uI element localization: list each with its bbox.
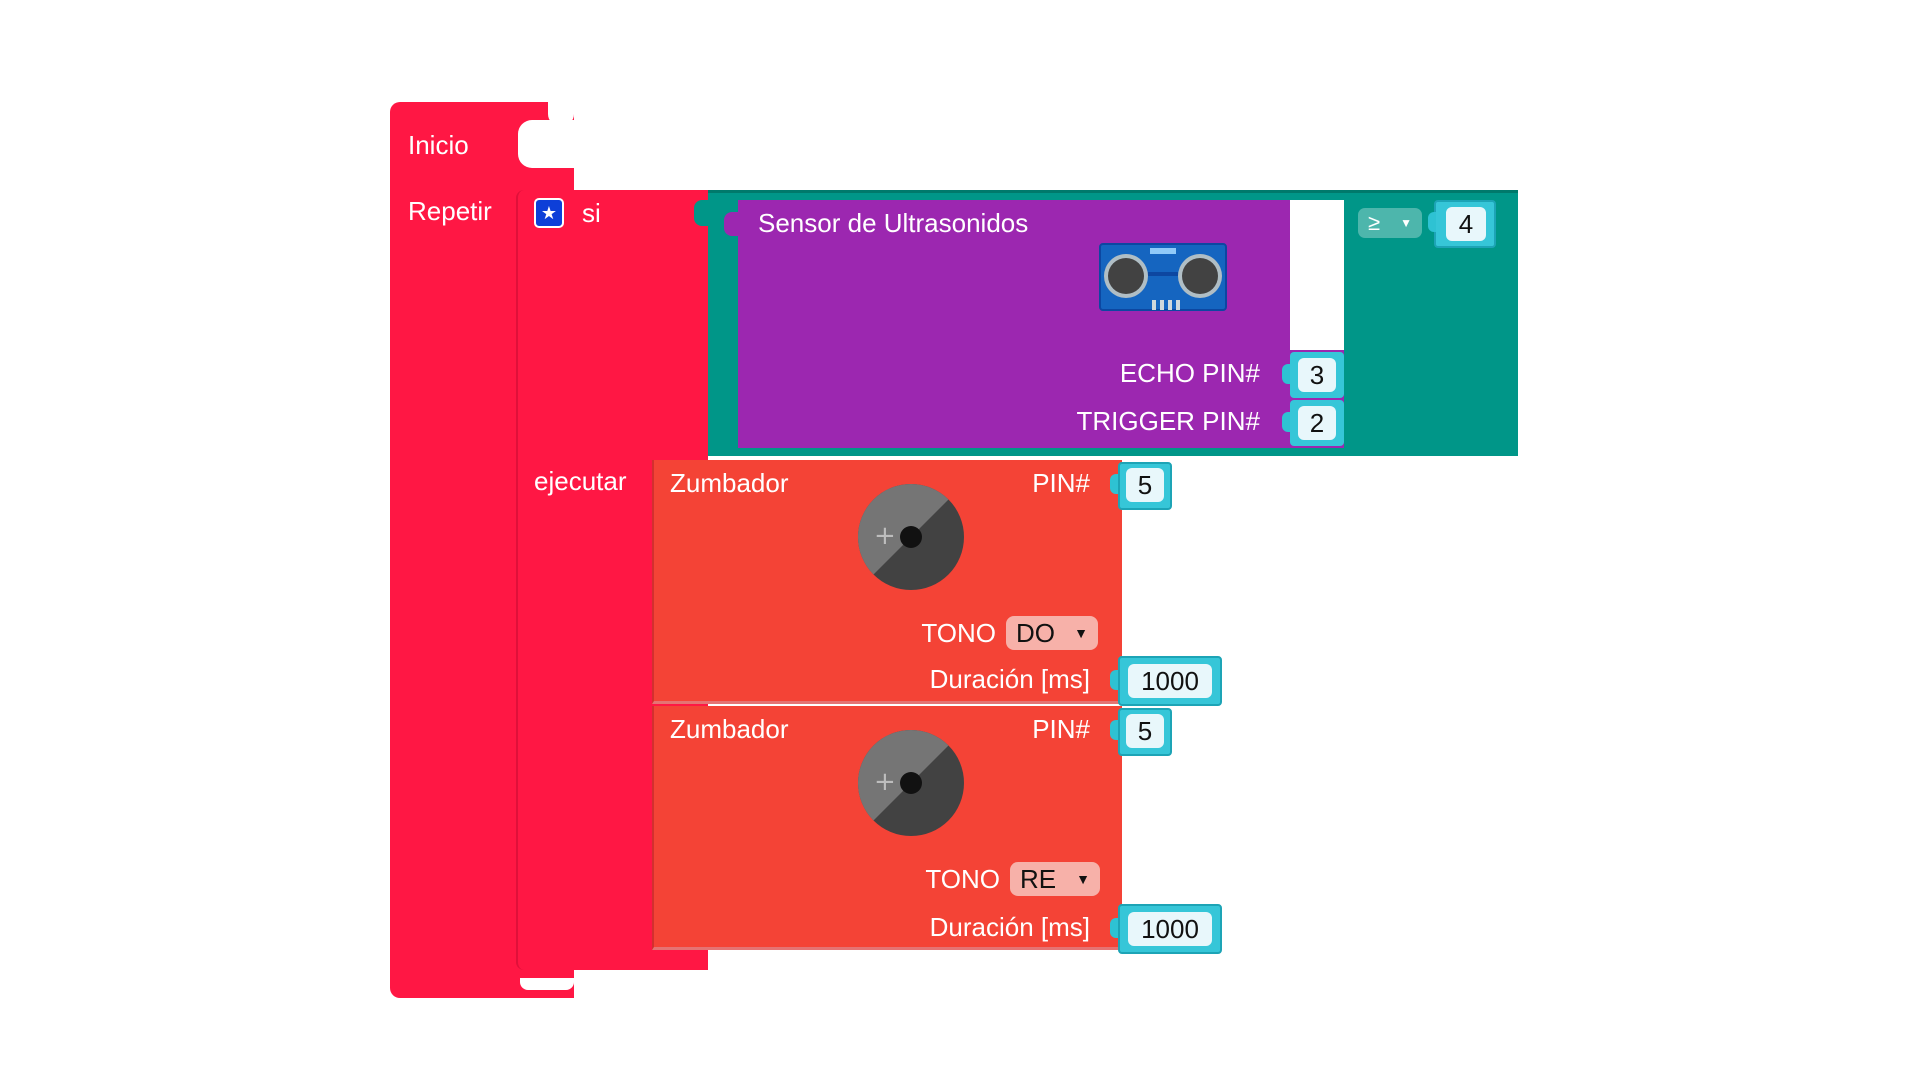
compare-block-left-notch: [694, 200, 708, 226]
buzzer-title: Zumbador: [670, 468, 789, 498]
compare-operator-value: ≥: [1368, 210, 1381, 235]
buzzer-duration-label: Duración [ms]: [929, 912, 1090, 942]
ejecutar-label: ejecutar: [534, 466, 627, 496]
buzzer-duration-input[interactable]: 1000: [1128, 664, 1212, 698]
ultrasonic-sensor-icon: [1099, 243, 1227, 311]
buzzer-tone-label: TONO: [925, 864, 1000, 894]
settings-star-icon[interactable]: ★: [534, 198, 564, 228]
buzzer-duration-notch: [1110, 670, 1118, 690]
do-section-bottom-tab: [676, 950, 708, 958]
buzzer-icon: +: [857, 483, 964, 590]
ultrasonic-sensor-block[interactable]: [738, 200, 1290, 448]
si-label: si: [582, 198, 601, 228]
trigger-pin-input[interactable]: 2: [1298, 406, 1336, 440]
echo-pin-notch: [1282, 364, 1290, 384]
inicio-label: Inicio: [408, 130, 469, 160]
buzzer-title: Zumbador: [670, 714, 789, 744]
chevron-down-icon: ▼: [1074, 625, 1088, 641]
buzzer-pin-label: PIN#: [1032, 714, 1090, 744]
svg-text:+: +: [874, 767, 896, 797]
buzzer-pin-input[interactable]: 5: [1126, 468, 1164, 502]
compare-value-notch: [1428, 212, 1436, 232]
buzzer-pin-notch: [1110, 474, 1118, 494]
main-block-inner-notch: [518, 120, 574, 168]
buzzer-tone-value: RE: [1020, 864, 1057, 894]
main-block-bottom-notch: [520, 978, 574, 990]
buzzer-duration-label: Duración [ms]: [929, 664, 1090, 694]
repetir-label: Repetir: [408, 196, 492, 226]
buzzer-tone-value: DO: [1016, 618, 1055, 648]
main-block-inner-notch-tab: [548, 102, 574, 126]
buzzer-pin-notch: [1110, 720, 1118, 740]
compare-value-input[interactable]: 4: [1446, 207, 1486, 241]
buzzer-tone-dropdown[interactable]: DO ▼: [1006, 616, 1098, 650]
trigger-pin-label: TRIGGER PIN#: [1076, 406, 1260, 436]
trigger-pin-notch: [1282, 412, 1290, 432]
ultrasonic-title: Sensor de Ultrasonidos: [758, 208, 1029, 238]
chevron-down-icon: ▼: [1400, 216, 1412, 230]
buzzer-icon: +: [857, 729, 964, 836]
chevron-down-icon: ▼: [1076, 871, 1090, 887]
svg-text:+: +: [874, 521, 896, 551]
buzzer-pin-label: PIN#: [1032, 468, 1090, 498]
buzzer-duration-notch: [1110, 918, 1118, 938]
echo-pin-label: ECHO PIN#: [1119, 358, 1260, 388]
compare-operator-dropdown[interactable]: ≥ ▼: [1358, 208, 1422, 238]
ultrasonic-left-notch: [724, 212, 740, 236]
buzzer-tone-dropdown[interactable]: RE ▼: [1010, 862, 1100, 896]
buzzer-pin-input[interactable]: 5: [1126, 714, 1164, 748]
buzzer-tone-label: TONO: [921, 618, 996, 648]
buzzer-duration-input[interactable]: 1000: [1128, 912, 1212, 946]
echo-pin-input[interactable]: 3: [1298, 358, 1336, 392]
